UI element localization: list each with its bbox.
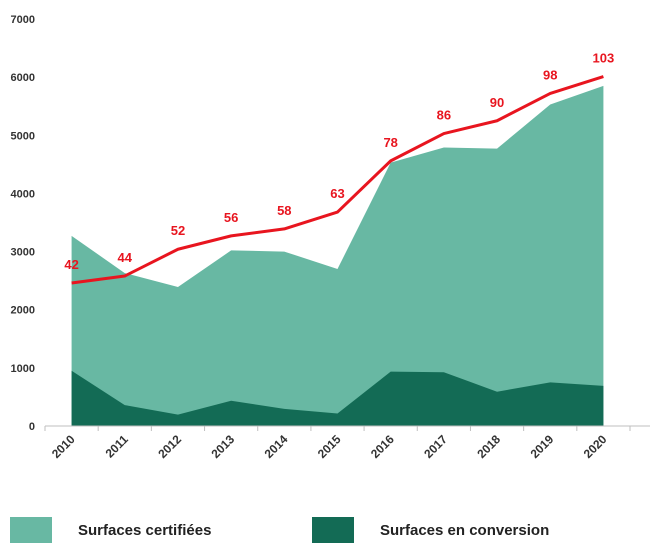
x-tick-label: 2011 (103, 432, 132, 461)
data-label: 63 (330, 186, 344, 201)
y-tick-label: 2000 (11, 305, 35, 317)
x-tick-label: 2020 (581, 432, 610, 461)
legend-label-conversion: Surfaces en conversion (380, 521, 550, 539)
x-tick-label: 2014 (262, 432, 291, 461)
data-label: 58 (277, 203, 291, 218)
legend-item-conversion: Surfaces en conversion (312, 517, 549, 543)
x-tick-label: 2016 (368, 432, 397, 461)
line-series-path (71, 75, 604, 285)
line-series (71, 75, 604, 285)
y-tick-label: 4000 (11, 188, 35, 200)
x-tick-label: 2010 (49, 432, 78, 461)
x-tick-label: 2015 (315, 432, 344, 461)
data-label: 103 (593, 51, 615, 66)
area-surfaces-certifiees (71, 85, 604, 426)
x-tick-label: 2012 (155, 432, 184, 461)
data-label: 90 (490, 95, 504, 110)
y-axis: 0 1000 2000 3000 4000 5000 6000 7000 (11, 14, 35, 433)
legend: Surfaces certifiées Surfaces en conversi… (0, 517, 654, 543)
data-label: 56 (224, 210, 238, 225)
legend-label-certified: Surfaces certifiées (78, 521, 212, 539)
x-tick-label: 2017 (421, 432, 450, 461)
area-surfaces-en-conversion (71, 370, 604, 426)
data-label: 42 (64, 257, 78, 272)
data-label: 44 (118, 250, 133, 265)
areas (71, 85, 604, 426)
y-tick-label: 0 (29, 421, 35, 433)
x-tick-label: 2013 (208, 432, 237, 461)
y-tick-label: 7000 (11, 14, 35, 26)
y-tick-label: 3000 (11, 247, 35, 259)
legend-swatch-certified (10, 517, 52, 543)
y-tick-label: 1000 (11, 363, 35, 375)
y-tick-label: 6000 (11, 72, 35, 84)
data-label: 86 (437, 108, 451, 123)
x-tick-label: 2019 (528, 432, 557, 461)
data-label: 52 (171, 223, 185, 238)
data-label: 78 (383, 135, 397, 150)
x-tick-label: 2018 (474, 432, 503, 461)
data-labels: 42 44 52 56 58 63 78 86 90 98 103 (64, 51, 614, 272)
x-axis: 2010 2011 2012 2013 2014 2015 2016 2017 2018 2019… (44, 425, 650, 461)
legend-swatch-conversion (312, 517, 354, 543)
y-tick-label: 5000 (11, 130, 35, 142)
legend-item-certified: Surfaces certifiées (10, 517, 211, 543)
data-label: 98 (543, 67, 557, 82)
